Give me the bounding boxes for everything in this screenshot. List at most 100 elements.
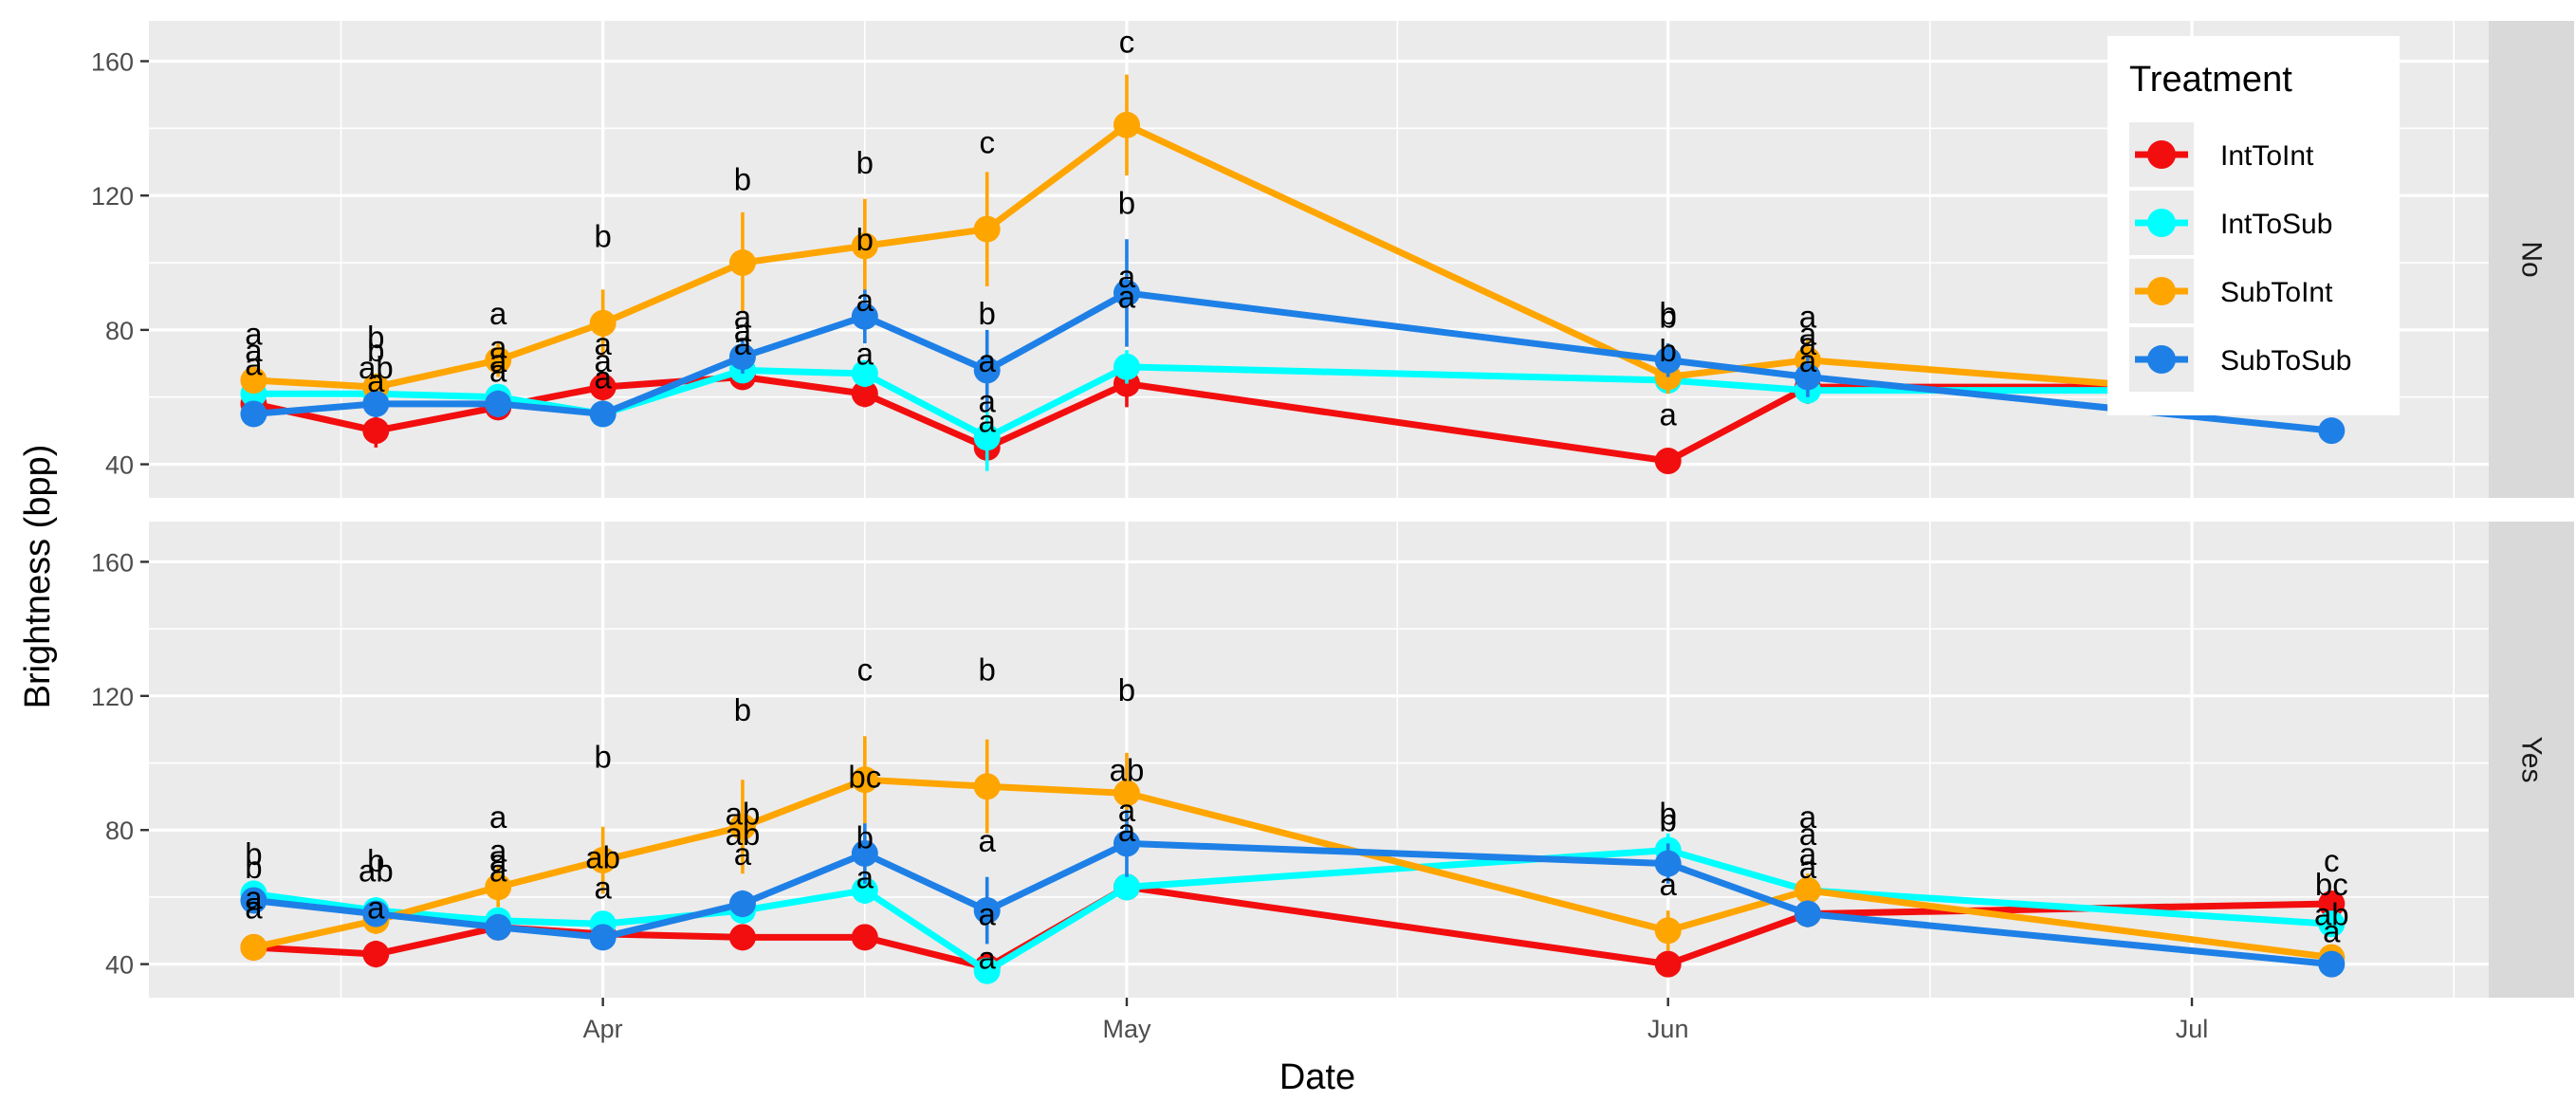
significance-label: ab — [359, 854, 394, 889]
data-point — [851, 232, 878, 260]
data-point — [589, 309, 616, 337]
legend-label: IntToSub — [2220, 209, 2332, 240]
significance-label: b — [856, 222, 874, 257]
significance-label: b — [1660, 803, 1677, 838]
data-point — [240, 400, 267, 428]
significance-label: b — [245, 836, 262, 872]
significance-label: bc — [2315, 867, 2348, 902]
data-point — [851, 380, 878, 408]
significance-label: a — [489, 833, 507, 868]
data-point — [973, 424, 1001, 451]
significance-label: a — [489, 330, 507, 365]
data-point — [728, 813, 756, 840]
significance-label: a — [979, 897, 997, 932]
significance-label: a — [489, 843, 507, 878]
significance-label: a — [979, 383, 997, 418]
data-point — [1794, 900, 1821, 927]
data-point — [1113, 873, 1140, 901]
facet-strip — [2489, 21, 2574, 498]
significance-label: ab — [726, 817, 761, 852]
legend-item-inttosub: IntToSub — [2129, 191, 2332, 255]
significance-label: a — [856, 337, 874, 372]
data-point — [1654, 917, 1682, 945]
legend-label: SubToSub — [2220, 345, 2351, 376]
significance-label: a — [1799, 850, 1817, 885]
significance-label: b — [979, 652, 996, 688]
panel-background — [149, 522, 2489, 998]
significance-label: a — [979, 343, 997, 378]
legend-key-point — [2147, 277, 2176, 305]
data-point — [485, 873, 512, 901]
significance-label: a — [594, 326, 612, 361]
significance-label: c — [1119, 24, 1135, 59]
data-point — [728, 249, 756, 277]
significance-label: a — [1118, 279, 1136, 314]
significance-label: b — [856, 819, 874, 854]
data-point — [1654, 448, 1682, 475]
significance-label: a — [489, 353, 507, 388]
legend-item-subtosub: SubToSub — [2129, 327, 2351, 392]
significance-label: a — [734, 313, 752, 348]
data-point — [973, 357, 1001, 384]
data-point — [1113, 830, 1140, 857]
data-point — [851, 839, 878, 867]
data-point — [1654, 950, 1682, 978]
significance-label: a — [594, 870, 612, 905]
significance-label: a — [489, 799, 507, 835]
data-point — [1654, 850, 1682, 877]
significance-label: b — [734, 161, 751, 196]
significance-label: b — [1118, 185, 1135, 220]
panel-background — [149, 21, 2489, 498]
data-point — [240, 367, 267, 395]
legend-label: SubToInt — [2220, 277, 2333, 308]
facet-strip — [2489, 522, 2574, 998]
data-point — [589, 374, 616, 401]
data-point — [1113, 353, 1140, 380]
significance-label: ab — [1110, 753, 1145, 788]
data-point — [1654, 346, 1682, 374]
data-point — [362, 941, 390, 968]
data-point — [362, 390, 390, 417]
data-point — [851, 766, 878, 794]
legend-key-point — [2147, 209, 2176, 237]
data-point — [1113, 111, 1140, 138]
significance-label: c — [979, 125, 995, 160]
significance-label: a — [489, 343, 507, 378]
data-point — [973, 773, 1001, 800]
significance-label: a — [245, 346, 263, 381]
data-point — [240, 887, 267, 914]
significance-label: b — [245, 850, 262, 885]
significance-label: b — [1660, 797, 1677, 832]
significance-label: a — [367, 890, 385, 926]
legend-item-subtoint: SubToInt — [2129, 259, 2333, 323]
significance-label: ab — [359, 350, 394, 385]
data-point — [851, 876, 878, 904]
data-point — [485, 346, 512, 374]
facet-strip-label: No — [2516, 241, 2548, 277]
significance-label: a — [594, 359, 612, 395]
significance-label: a — [245, 316, 263, 351]
data-point — [973, 215, 1001, 243]
significance-label: a — [1799, 836, 1817, 872]
data-point — [2318, 910, 2346, 938]
significance-label: c — [2324, 843, 2340, 878]
data-point — [2318, 417, 2346, 445]
data-point — [728, 924, 756, 951]
legend-item-inttoint: IntToInt — [2129, 122, 2314, 187]
significance-label: a — [1118, 813, 1136, 848]
significance-label: a — [1799, 300, 1817, 335]
legend-label: IntToInt — [2220, 140, 2314, 172]
significance-label: b — [1660, 296, 1677, 331]
data-point — [1113, 780, 1140, 807]
significance-label: ab — [585, 840, 620, 875]
series-subtosub-no — [240, 239, 2346, 445]
significance-label: c — [857, 652, 874, 688]
significance-label: ab — [726, 797, 761, 832]
x-axis-title: Date — [1279, 1057, 1355, 1097]
significance-label: a — [245, 333, 263, 368]
significance-label: a — [1660, 396, 1678, 431]
y-tick-label: 120 — [91, 182, 134, 211]
